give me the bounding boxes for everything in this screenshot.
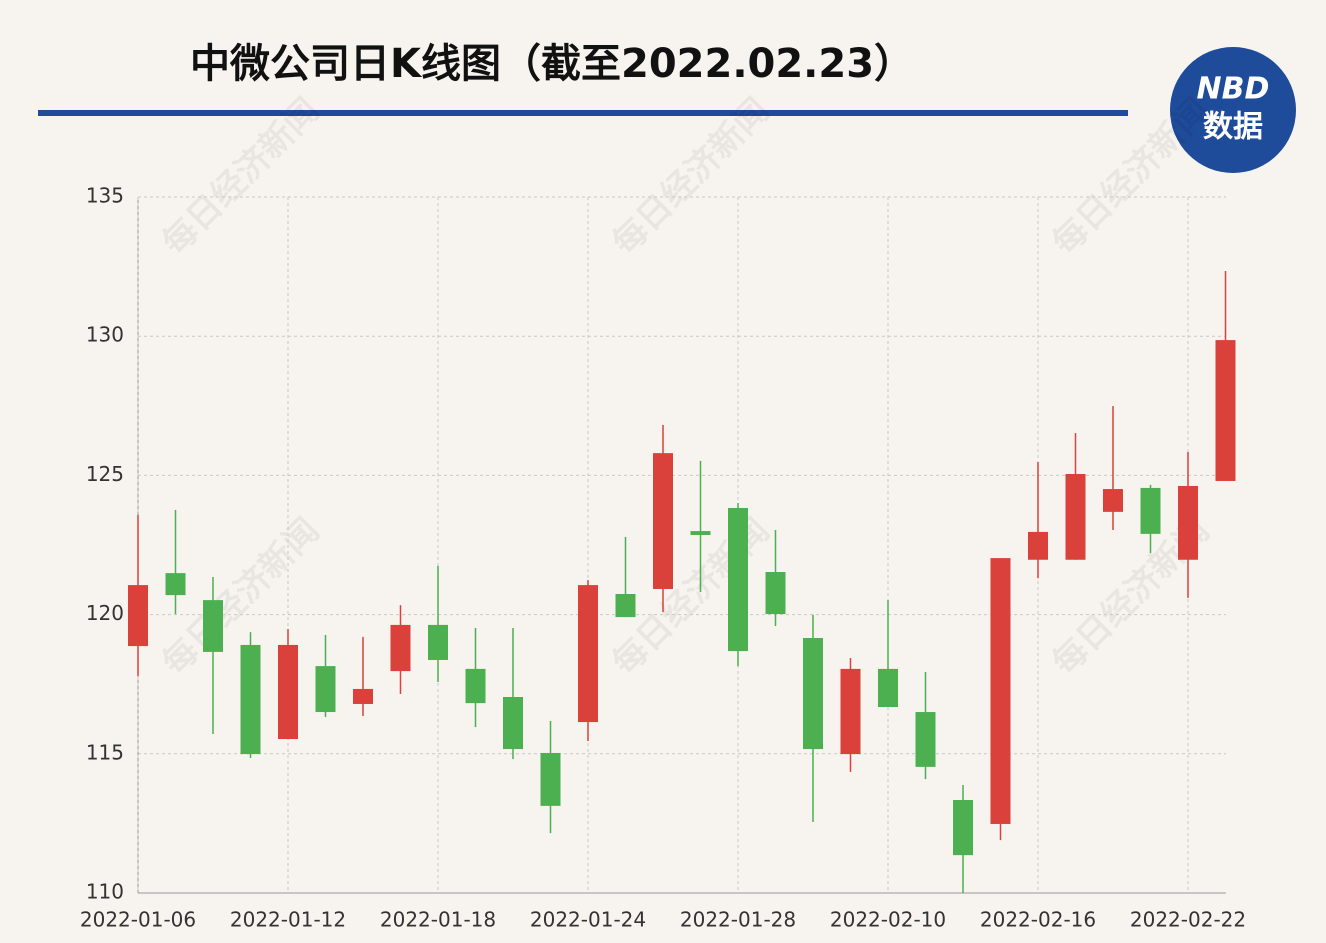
candle-body (653, 453, 673, 589)
candle-body (1028, 531, 1048, 560)
candle-body (990, 558, 1011, 824)
x-tick-label: 2022-02-16 (980, 908, 1096, 932)
candle-body (1103, 489, 1123, 512)
candle-body (353, 688, 373, 704)
title-rule (38, 110, 1128, 116)
candle-body (278, 644, 298, 740)
candle-body (840, 668, 861, 755)
y-tick-label: 110 (86, 880, 124, 904)
watermark: 每日经济新闻 (605, 91, 778, 264)
candle-body (540, 752, 561, 806)
candle-body (1065, 474, 1086, 560)
candle-body (878, 668, 898, 708)
logo-circle (1170, 47, 1296, 173)
x-tick-label: 2022-01-28 (680, 908, 796, 932)
candle-body (765, 572, 786, 615)
candle-body (503, 697, 523, 750)
y-tick-label: 115 (86, 740, 124, 764)
x-tick-label: 2022-02-10 (830, 908, 946, 932)
candle-body (953, 800, 973, 856)
candle-body (428, 624, 448, 660)
candle-body (128, 585, 148, 647)
x-tick-label: 2022-01-12 (230, 908, 346, 932)
candle-body (728, 507, 748, 652)
y-tick-label: 120 (86, 601, 124, 625)
candle-body (390, 624, 411, 672)
y-tick-label: 130 (86, 323, 124, 347)
y-tick-label: 125 (86, 462, 124, 486)
logo-brand: NBD (1197, 72, 1270, 107)
watermark: 每日经济新闻 (155, 91, 328, 264)
candle-body (578, 585, 598, 723)
chart-title: 中微公司日K线图（截至2022.02.23） (190, 41, 914, 87)
candle-body (465, 668, 486, 704)
x-tick-label: 2022-01-24 (530, 908, 646, 932)
watermark: 每日经济新闻 (1045, 91, 1218, 264)
x-tick-label: 2022-01-06 (80, 908, 196, 932)
x-tick-label: 2022-01-18 (380, 908, 496, 932)
candle-body (1140, 487, 1161, 534)
y-tick-label: 135 (86, 184, 124, 208)
candle-body (803, 637, 823, 750)
candle-body (165, 573, 186, 596)
candle-body (1215, 340, 1236, 481)
candle-body (915, 712, 936, 767)
candle-body (240, 644, 261, 755)
candle-body (615, 593, 636, 618)
candle-body (203, 600, 223, 652)
candle-body (690, 531, 711, 535)
candle-body (315, 666, 336, 713)
candle-body (1178, 485, 1198, 560)
logo-label: 数据 (1203, 110, 1263, 145)
x-tick-label: 2022-02-22 (1130, 908, 1246, 932)
